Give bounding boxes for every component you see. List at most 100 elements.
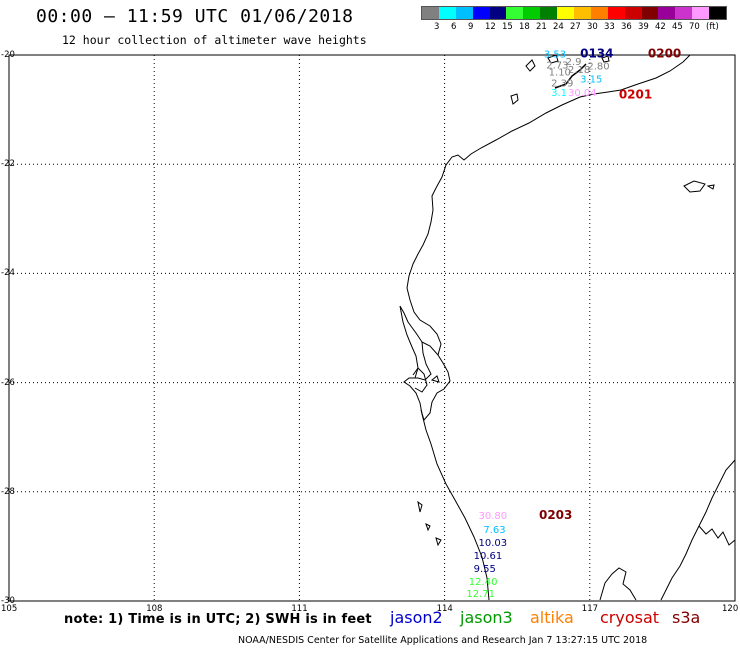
colorbar-label: 9 <box>468 22 474 32</box>
lon-tick-label: 120 <box>722 604 739 614</box>
colorbar-label: 6 <box>451 22 457 32</box>
wave-height-colorbar <box>421 6 727 20</box>
colorbar-swatch <box>489 7 507 19</box>
colorbar-swatch <box>607 7 625 19</box>
altimeter-map: 3.532.732.91.102.182.80 2.39 3.15 3.1 30.04 3… <box>8 47 736 602</box>
colorbar-swatch <box>675 7 693 19</box>
legend-altika: altika <box>530 608 574 627</box>
colorbar-label: 15 <box>502 22 513 32</box>
lat-tick-label: -26 <box>1 377 15 388</box>
coastline-inner <box>412 367 428 393</box>
colorbar-label: 45 <box>672 22 683 32</box>
coastline-south-east <box>599 567 637 601</box>
colorbar-label: 30 <box>587 22 598 32</box>
lat-tick-label: -22 <box>1 159 15 170</box>
colorbar-swatch <box>641 7 659 19</box>
colorbar-swatch <box>472 7 490 19</box>
coastline-bay <box>420 354 451 422</box>
colorbar-swatch <box>658 7 676 19</box>
pass-time-label: 0200 <box>648 47 681 61</box>
lat-tick-label: -30 <box>1 596 15 606</box>
islands <box>417 54 715 547</box>
wave-height-value: 10.61 <box>474 551 503 562</box>
measurement-labels: 3.532.732.91.102.182.80 2.39 3.15 3.1 30.04 3… <box>466 47 681 600</box>
wave-height-value: 9.55 <box>474 564 496 575</box>
legend-cryosat: cryosat <box>600 608 660 627</box>
island <box>683 180 706 193</box>
wave-height-value: 2.39 <box>551 79 573 90</box>
lon-tick-label: 117 <box>581 604 599 614</box>
wave-height-value: 3.15 <box>580 74 602 85</box>
colorbar-swatch <box>557 7 575 19</box>
page-title: 00:00 – 11:59 UTC 01/06/2018 <box>36 6 354 27</box>
lat-tick-label: -20 <box>1 50 15 60</box>
coastline-east-inlet <box>698 525 736 546</box>
wave-height-value: 3.53 <box>544 50 566 61</box>
colorbar-swatch <box>438 7 456 19</box>
colorbar-swatch <box>574 7 591 19</box>
colorbar-label: 39 <box>638 22 649 32</box>
colorbar-label: 36 <box>621 22 632 32</box>
colorbar-label: (ft) <box>706 22 719 32</box>
wave-height-value: 1.10 <box>549 68 571 79</box>
colorbar-swatch <box>624 7 642 19</box>
wave-height-value: 10.03 <box>478 538 507 549</box>
lat-lon-grid <box>9 55 735 601</box>
lat-tick-label: -28 <box>1 486 15 497</box>
lat-tick-label: -24 <box>1 268 15 279</box>
island <box>547 54 559 64</box>
colorbar-swatch <box>455 7 473 19</box>
colorbar-label: 27 <box>570 22 581 32</box>
island <box>510 93 519 105</box>
lon-tick-label: 111 <box>291 604 308 614</box>
map-frame <box>8 54 736 602</box>
colorbar-label: 21 <box>536 22 547 32</box>
colorbar-swatch <box>506 7 524 19</box>
wave-height-value: 2.9 <box>566 57 582 68</box>
pass-time-label: 0134 <box>580 47 613 61</box>
footer-note: note: 1) Time is in UTC; 2) SWH is in fe… <box>64 612 372 627</box>
colorbar-label: 70 <box>689 22 700 32</box>
colorbar-swatch <box>422 7 439 19</box>
island <box>430 375 440 383</box>
coastline-peninsula <box>399 305 423 379</box>
coastline-australia <box>399 54 736 601</box>
wave-height-value: 7.63 <box>483 525 505 536</box>
colorbar-label: 18 <box>519 22 530 32</box>
wave-height-value: 30.04 <box>568 88 597 99</box>
wave-height-value: 12.40 <box>469 577 498 588</box>
wave-height-value: 12.71 <box>466 589 495 600</box>
legend-jason3: jason3 <box>460 608 513 627</box>
colorbar-label: 12 <box>485 22 496 32</box>
island <box>435 537 442 547</box>
colorbar-label: 3 <box>434 22 440 32</box>
island <box>417 500 423 513</box>
island <box>601 55 610 63</box>
coastline-east <box>660 459 736 601</box>
colorbar-labels: 3 6 9 12 15 18 21 24 27 30 33 36 39 42 45 70 (ft) <box>421 22 739 34</box>
lon-tick-label: 114 <box>436 604 453 614</box>
wave-height-value: 3.1 <box>551 88 567 99</box>
colorbar-label: 24 <box>553 22 564 32</box>
colorbar-label: 42 <box>655 22 666 32</box>
island <box>706 184 715 190</box>
wave-height-value: 30.80 <box>478 511 507 522</box>
legend-jason2: jason2 <box>390 608 443 627</box>
pass-time-label: 0201 <box>619 88 652 102</box>
colorbar-swatch <box>590 7 608 19</box>
lon-tick-label: 108 <box>146 604 163 614</box>
colorbar-swatch <box>709 7 727 19</box>
satellite-track <box>554 63 587 89</box>
island <box>525 59 536 72</box>
page-subtitle: 12 hour collection of altimeter wave hei… <box>62 33 367 47</box>
wave-height-value: 2.73 <box>546 61 568 72</box>
island <box>425 523 431 532</box>
colorbar-swatch <box>692 7 710 19</box>
wave-height-value: 2.80 <box>587 62 609 73</box>
pass-time-label: 0203 <box>539 508 572 522</box>
credit-line: NOAA/NESDIS Center for Satellite Applica… <box>238 635 648 646</box>
lon-tick-label: 105 <box>1 604 18 614</box>
colorbar-swatch <box>540 7 558 19</box>
wave-height-value: 2.18 <box>568 65 590 76</box>
legend-s3a: s3a <box>672 608 701 627</box>
